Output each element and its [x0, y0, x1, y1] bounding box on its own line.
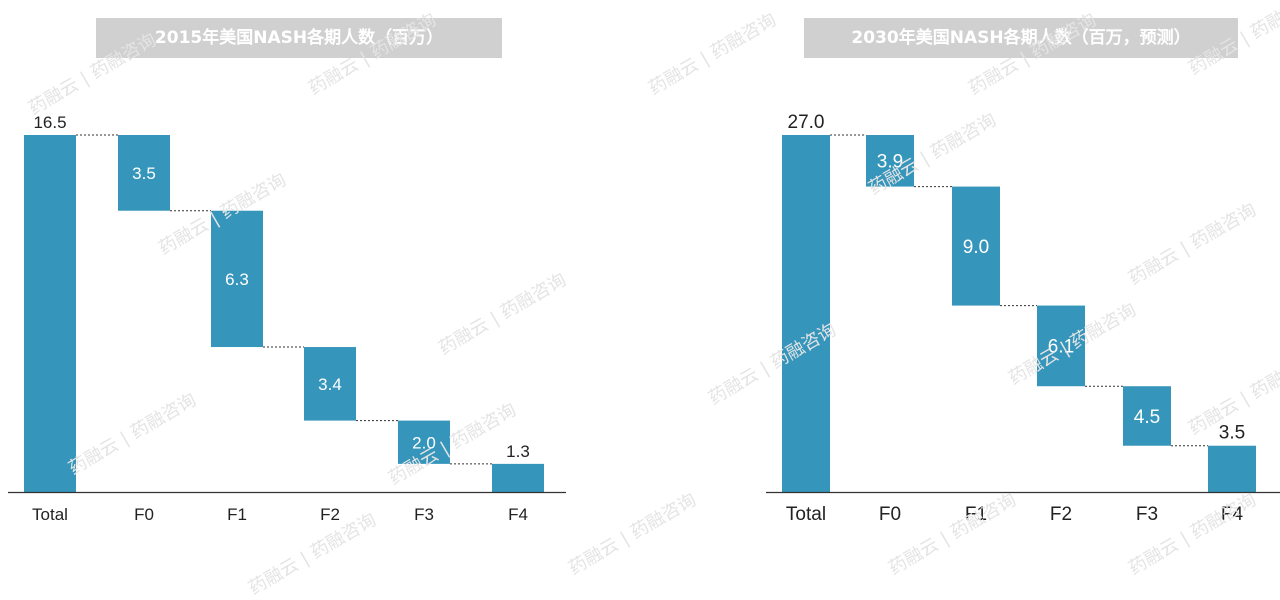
category-label-f0: F0: [879, 504, 901, 525]
category-label-f1: F1: [227, 505, 247, 524]
bar-f3: [398, 420, 450, 464]
bar-f1: [952, 186, 1000, 306]
chart-title: 2015年美国NASH各期人数（百万）: [96, 18, 502, 58]
data-label-f3: 4.5: [1134, 407, 1160, 428]
category-label-f3: F3: [414, 505, 434, 524]
data-label-total: 16.5: [33, 113, 66, 132]
data-label-f2: 3.4: [318, 375, 342, 394]
bar-total: [24, 135, 76, 492]
category-label-f3: F3: [1136, 504, 1158, 525]
data-label-f4: 3.5: [1219, 423, 1245, 444]
bar-f2: [1037, 305, 1085, 387]
data-label-f0: 3.9: [877, 152, 903, 173]
category-label-f4: F4: [1221, 504, 1244, 525]
chart-panel-2030: 2030年美国NASH各期人数（百万，预测） 27.0 Total 3.9 F0 9.0…: [760, 0, 1280, 564]
bar-f0: [866, 135, 914, 187]
bar-f3: [1123, 386, 1171, 446]
bar-f0: [118, 135, 170, 211]
chart-panel-2015: 2015年美国NASH各期人数（百万） 16.5 Total 3.5 F0 6.3 F1 3…: [0, 0, 600, 564]
bar-f2: [304, 347, 356, 421]
waterfall-chart-2015: 16.5 Total 3.5 F0 6.3 F1 3.4 F2 2.0 F3 1.3 F4: [8, 113, 566, 524]
data-label-f1: 6.3: [225, 270, 249, 289]
category-label-total: Total: [786, 504, 826, 525]
data-label-f0: 3.5: [132, 164, 156, 183]
chart-title: 2030年美国NASH各期人数（百万，预测）: [804, 18, 1238, 58]
data-label-f2: 6.1: [1048, 337, 1074, 358]
data-label-total: 27.0: [788, 112, 825, 133]
category-label-f0: F0: [134, 505, 154, 524]
bar-total: [782, 135, 830, 492]
category-label-f2: F2: [320, 505, 340, 524]
data-label-f4: 1.3: [506, 442, 530, 461]
category-label-total: Total: [32, 505, 68, 524]
bar-f4: [1208, 445, 1256, 492]
data-label-f1: 9.0: [963, 237, 989, 258]
data-label-f3: 2.0: [412, 433, 436, 452]
category-label-f1: F1: [965, 504, 987, 525]
category-label-f4: F4: [508, 505, 528, 524]
waterfall-chart-2030: 27.0 Total 3.9 F0 9.0 F1 6.1 F2 4.5 F3 3.5 F4: [766, 112, 1280, 525]
bar-f1: [211, 210, 263, 348]
category-label-f2: F2: [1050, 504, 1072, 525]
bar-f4: [492, 463, 544, 492]
